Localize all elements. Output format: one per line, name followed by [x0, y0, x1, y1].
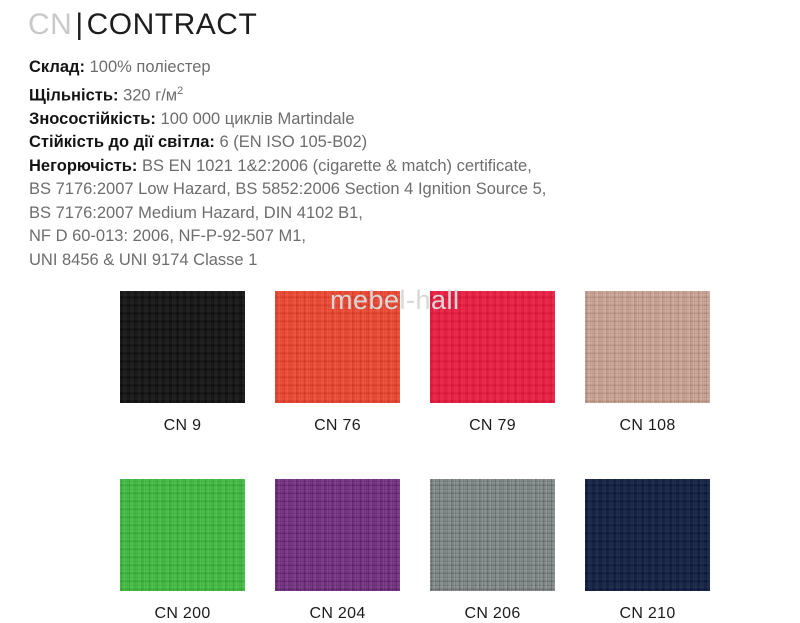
swatch-chip-cn-76[interactable]	[275, 291, 400, 403]
swatch-chip-cn-206[interactable]	[430, 479, 555, 591]
swatch-label-cn-108: CN 108	[619, 417, 676, 434]
spec-label-lightfastness: Стійкість до дії світла:	[29, 133, 215, 151]
swatch-cell-cn-79[interactable]: CN 79	[415, 291, 570, 435]
spec-value-flammability: BS EN 1021 1&2:2006 (cigarette & match) …	[142, 156, 532, 175]
spec-flammability-line-5: UNI 8456 & UNI 9174 Classe 1	[29, 250, 258, 269]
swatch-cell-cn-200[interactable]: CN 200	[105, 479, 260, 623]
specification-list: Склад: 100% поліестер Щільність: 320 г/м…	[29, 56, 769, 272]
spec-label-abrasion: Зносостійкість:	[29, 109, 156, 128]
swatch-label-cn-200: CN 200	[154, 605, 211, 622]
swatch-chip-cn-9[interactable]	[120, 291, 245, 403]
swatch-label-cn-76: CN 76	[314, 417, 361, 434]
swatch-cell-cn-204[interactable]: CN 204	[260, 479, 415, 623]
title-separator: |	[75, 8, 84, 41]
fabric-weave-texture-fine	[430, 291, 555, 403]
fabric-weave-texture-fine	[275, 479, 400, 591]
swatch-label-cn-9: CN 9	[163, 417, 202, 434]
spec-value-density-superscript: 2	[177, 84, 184, 97]
fabric-weave-texture	[275, 291, 400, 403]
swatch-cell-cn-76[interactable]: CN 76	[260, 291, 415, 435]
fabric-weave-texture	[430, 479, 555, 591]
page-title: CN | CONTRACT	[28, 8, 257, 42]
spec-value-abrasion: 100 000 циклів Martindale	[160, 109, 355, 128]
color-swatch-grid: CN 9 CN 76 CN 79 CN 108	[105, 291, 725, 623]
spec-value-composition: 100% поліестер	[89, 58, 211, 76]
fabric-weave-texture-fine	[120, 291, 245, 403]
title-collection-code: CN	[28, 8, 73, 41]
fabric-weave-texture	[275, 479, 400, 591]
spec-flammability-line-3: BS 7176:2007 Medium Hazard, DIN 4102 B1,	[29, 203, 363, 222]
fabric-weave-texture	[585, 479, 710, 591]
spec-row-lightfastness: Стійкість до дії світла: 6 (EN ISO 105-B…	[29, 131, 769, 155]
spec-value-density: 320 г/м	[123, 86, 178, 104]
title-collection-name: CONTRACT	[86, 8, 258, 41]
swatch-label-cn-204: CN 204	[309, 605, 366, 622]
swatch-chip-cn-108[interactable]	[585, 291, 710, 403]
spec-flammability-line-2: BS 7176:2007 Low Hazard, BS 5852:2006 Se…	[29, 180, 547, 198]
spec-row-composition: Склад: 100% поліестер	[29, 56, 769, 80]
fabric-weave-texture-fine	[585, 291, 710, 403]
swatch-chip-cn-79[interactable]	[430, 291, 555, 403]
swatch-chip-cn-200[interactable]	[120, 479, 245, 591]
spec-flammability-line-4: NF D 60-013: 2006, NF-P-92-507 M1,	[29, 227, 306, 245]
spec-row-flammability: Негорючість: BS EN 1021 1&2:2006 (cigare…	[29, 155, 769, 179]
spec-row-density: Щільність: 320 г/м2	[29, 80, 769, 108]
swatch-cell-cn-206[interactable]: CN 206	[415, 479, 570, 623]
fabric-weave-texture-fine	[430, 479, 555, 591]
swatch-cell-cn-9[interactable]: CN 9	[105, 291, 260, 435]
swatch-row-1: CN 9 CN 76 CN 79 CN 108	[105, 291, 725, 435]
swatch-label-cn-210: CN 210	[619, 605, 676, 622]
spec-label-composition: Склад:	[29, 58, 86, 76]
spec-label-flammability: Негорючість:	[29, 156, 138, 175]
swatch-cell-cn-108[interactable]: CN 108	[570, 291, 725, 435]
spec-label-density: Щільність:	[29, 86, 119, 104]
swatch-row-2: CN 200 CN 204 CN 206 CN 210	[105, 479, 725, 623]
spec-row-abrasion: Зносостійкість: 100 000 циклів Martindal…	[29, 108, 769, 132]
swatch-label-cn-206: CN 206	[464, 605, 521, 622]
fabric-weave-texture	[120, 291, 245, 403]
fabric-weave-texture	[430, 291, 555, 403]
fabric-weave-texture	[585, 291, 710, 403]
fabric-weave-texture-fine	[585, 479, 710, 591]
swatch-chip-cn-204[interactable]	[275, 479, 400, 591]
swatch-cell-cn-210[interactable]: CN 210	[570, 479, 725, 623]
swatch-chip-cn-210[interactable]	[585, 479, 710, 591]
fabric-weave-texture-fine	[120, 479, 245, 591]
spec-value-lightfastness: 6 (EN ISO 105-B02)	[219, 133, 368, 151]
fabric-weave-texture-fine	[275, 291, 400, 403]
swatch-label-cn-79: CN 79	[469, 417, 516, 434]
fabric-weave-texture	[120, 479, 245, 591]
